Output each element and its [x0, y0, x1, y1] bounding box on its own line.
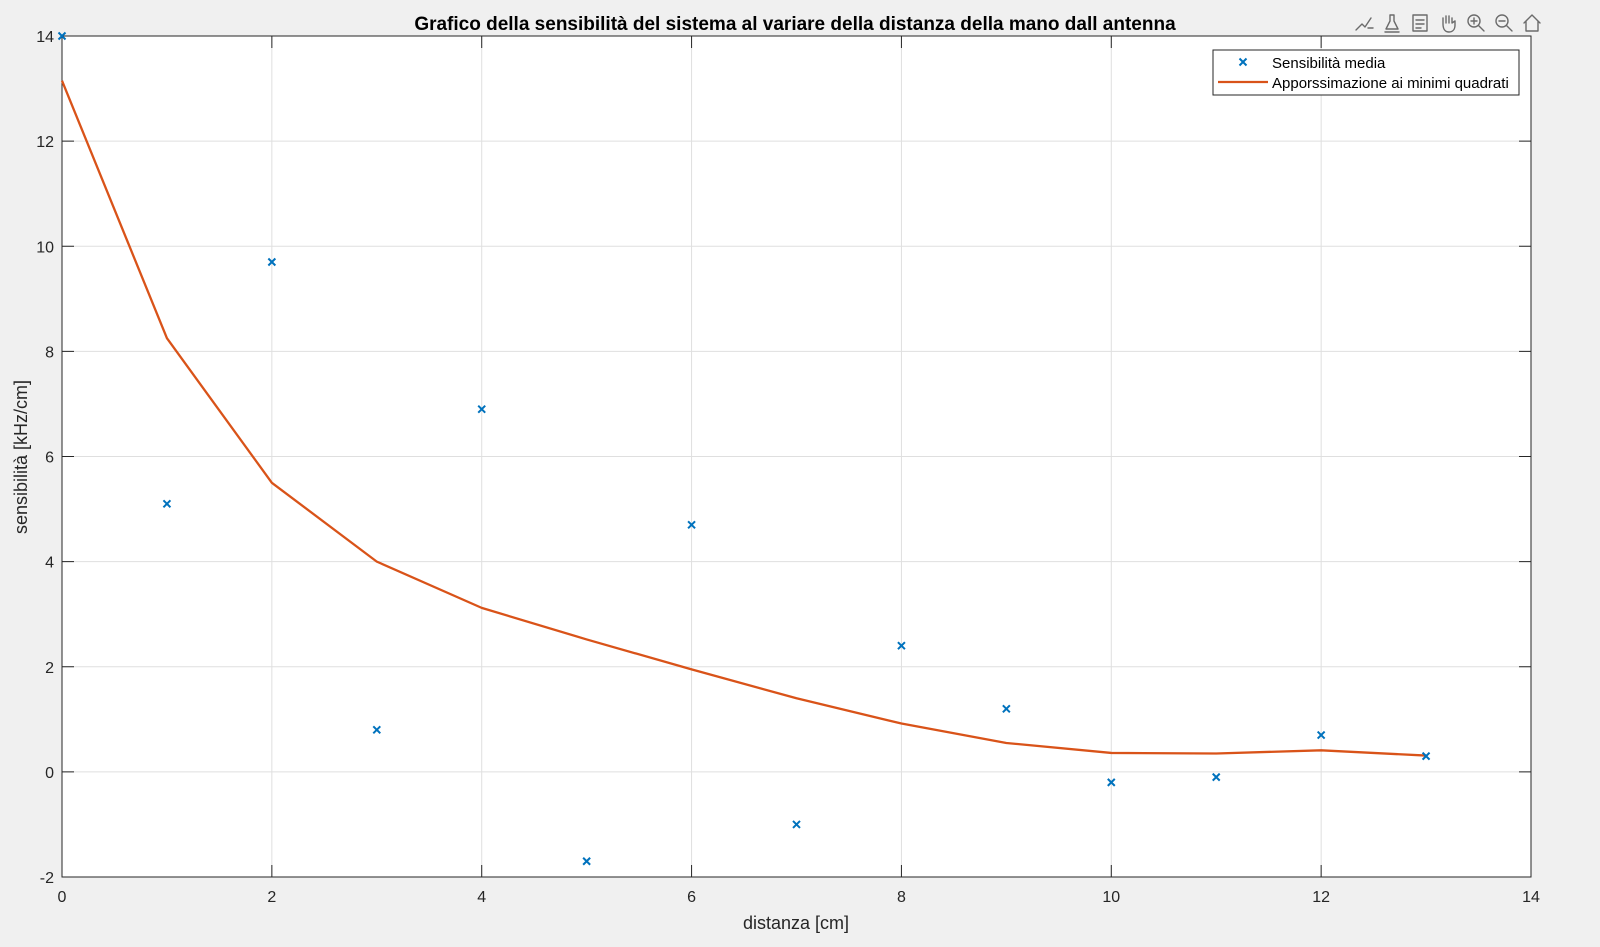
- x-tick-label: 4: [477, 889, 486, 906]
- home-icon[interactable]: [1520, 11, 1544, 35]
- scatter-point: [267, 257, 277, 267]
- x-tick-label: 10: [1102, 889, 1120, 906]
- y-tick-label: 2: [45, 660, 54, 677]
- scatter-point: [1421, 751, 1431, 761]
- x-axis-label: distanza [cm]: [743, 913, 849, 933]
- y-tick-label: 14: [36, 29, 54, 46]
- scatter-point: [582, 857, 591, 866]
- scatter-point: [1316, 730, 1326, 740]
- restore-view-icon[interactable]: [1408, 11, 1432, 35]
- legend-box: [1212, 49, 1520, 96]
- scatter-point: [897, 641, 906, 650]
- zoom-in-icon[interactable]: [1464, 11, 1488, 35]
- scatter-point: [162, 499, 172, 509]
- y-tick-label: 8: [45, 344, 54, 361]
- axes-toolbar: [1352, 8, 1544, 38]
- pan-hand-icon[interactable]: [1436, 11, 1460, 35]
- legend: Sensibilità media Apporssimazione ai mini…: [1212, 49, 1520, 96]
- legend-marker-scatter: [1238, 57, 1248, 67]
- scatter-point: [477, 404, 486, 414]
- scatter-point: [792, 820, 801, 829]
- scatter-point: [1107, 778, 1116, 787]
- y-tick-label: -2: [40, 870, 54, 887]
- x-tick-label: 12: [1312, 889, 1330, 906]
- fit-line: [60, 80, 1427, 757]
- x-tick-label: 8: [897, 889, 906, 906]
- scatter-point: [1212, 772, 1221, 782]
- x-tick-label: 6: [687, 889, 696, 906]
- data-tips-icon[interactable]: [1380, 11, 1404, 35]
- legend-label-line: Apporssimazione ai minimi quadrati: [1272, 75, 1509, 92]
- y-axis-label: sensibilità [kHz/cm]: [11, 380, 31, 534]
- y-tick-label: 12: [36, 134, 54, 151]
- scatter-point: [372, 725, 381, 735]
- y-tick-label: 6: [45, 450, 54, 467]
- y-tick-label: 0: [45, 765, 54, 782]
- scatter-point: [1002, 704, 1011, 714]
- legend-label-scatter: Sensibilità media: [1272, 55, 1386, 72]
- chart-title: Grafico della sensibilità del sistema al…: [414, 14, 1176, 35]
- x-tick-label: 2: [267, 889, 276, 906]
- zoom-out-icon[interactable]: [1492, 11, 1516, 35]
- y-tick-label: 4: [45, 555, 54, 572]
- scatter-point: [57, 31, 67, 41]
- brush-data-icon[interactable]: [1352, 11, 1376, 35]
- x-tick-label: 0: [58, 889, 67, 906]
- scatter-point: [687, 520, 696, 530]
- x-tick-label: 14: [1522, 889, 1540, 906]
- y-tick-label: 10: [36, 239, 54, 256]
